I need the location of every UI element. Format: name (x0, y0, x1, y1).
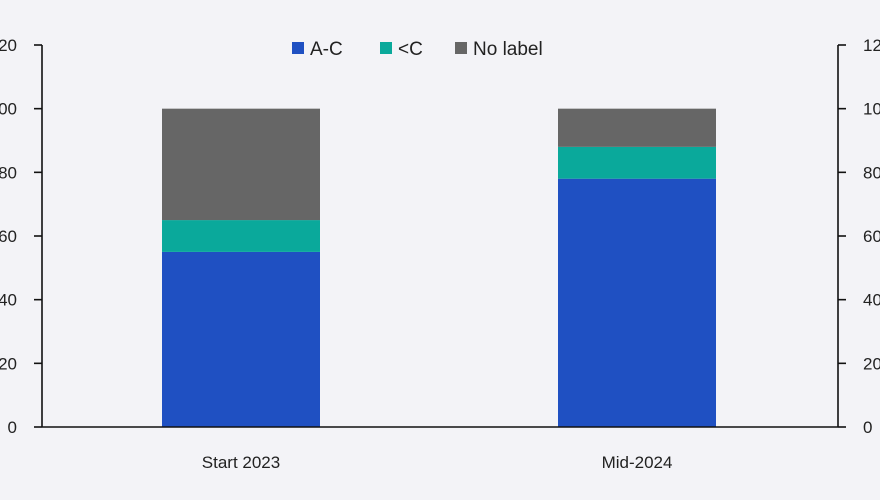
y-left-tick-label-120: 120 (0, 36, 17, 55)
y-left-tick-label-0: 0 (8, 418, 17, 437)
axes-group: 0 20 40 60 80 100 120 0 20 40 60 80 100 120 Start 2023… (0, 36, 880, 472)
bars-group (162, 108, 716, 427)
bar-segment-a-c-0 (162, 251, 320, 427)
legend-label-0: A-C (310, 39, 343, 60)
legend-label-1: <C (398, 39, 423, 60)
legend: A-C <C No label (292, 39, 543, 60)
y-right-tick-label-100: 100 (863, 100, 880, 119)
bar-segment-c-0 (162, 220, 320, 252)
bar-segment-no-label-0 (162, 108, 320, 221)
y-left-tick-label-100: 100 (0, 100, 17, 119)
y-right-tick-label-60: 60 (863, 227, 880, 246)
x-category-label-1: Mid-2024 (602, 453, 673, 472)
bar-segment-a-c-1 (558, 178, 716, 427)
y-right-tick-label-120: 120 (863, 36, 880, 55)
y-right-tick-label-20: 20 (863, 354, 880, 373)
x-category-label-0: Start 2023 (202, 453, 280, 472)
bar-segment-no-label-1 (558, 108, 716, 147)
y-left-tick-label-80: 80 (0, 163, 17, 182)
y-right-tick-label-80: 80 (863, 163, 880, 182)
legend-swatch-0 (292, 42, 304, 54)
bar-segment-c-1 (558, 146, 716, 179)
y-left-tick-label-20: 20 (0, 354, 17, 373)
y-right-tick-label-0: 0 (863, 418, 872, 437)
legend-swatch-2 (455, 42, 467, 54)
legend-swatch-1 (380, 42, 392, 54)
y-left-tick-label-40: 40 (0, 291, 17, 310)
y-right-tick-label-40: 40 (863, 291, 880, 310)
legend-label-2: No label (473, 39, 543, 60)
y-left-tick-label-60: 60 (0, 227, 17, 246)
